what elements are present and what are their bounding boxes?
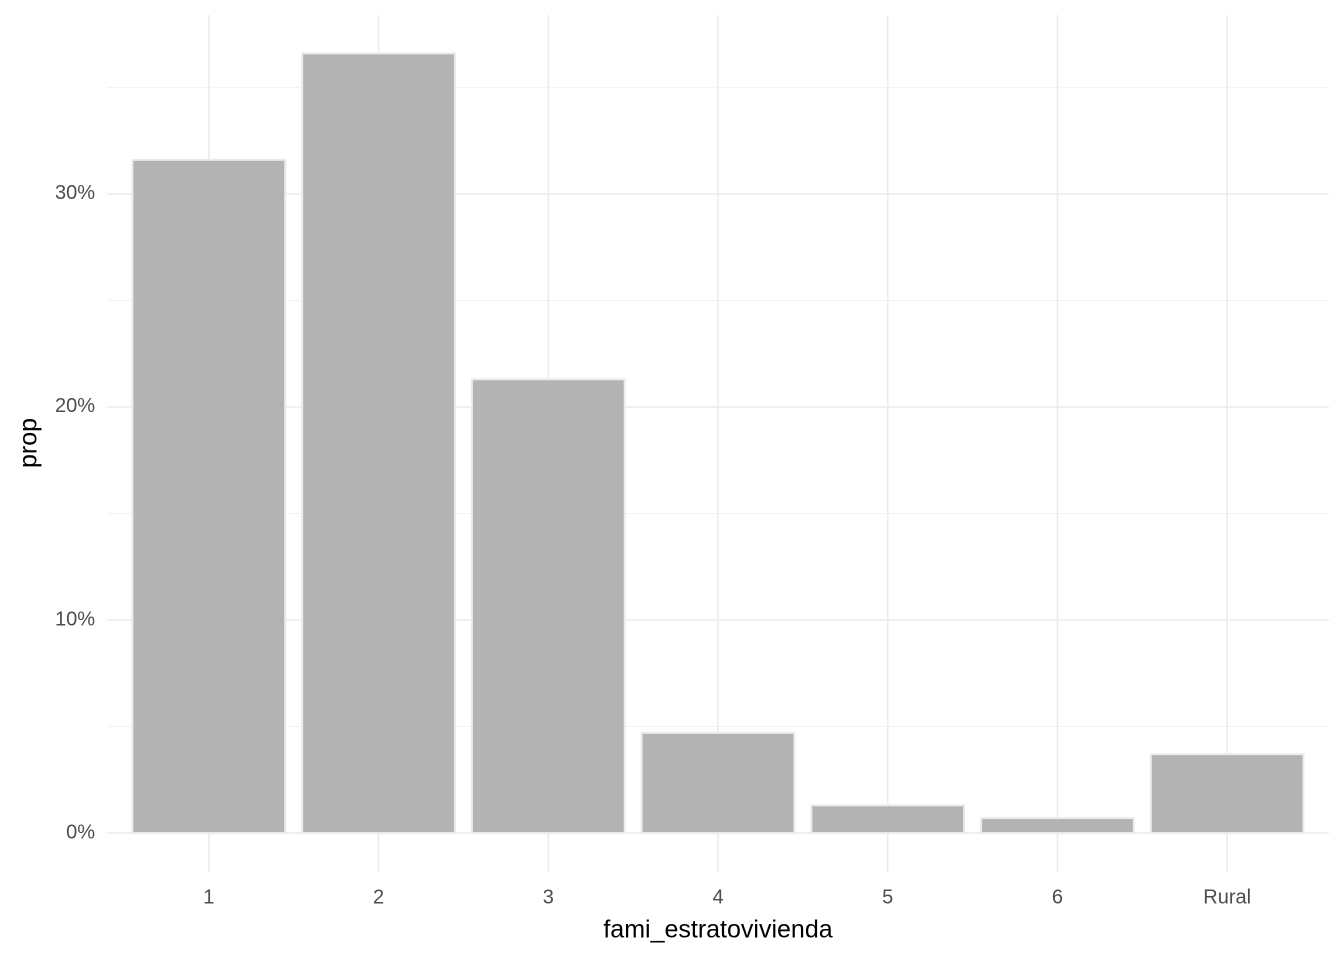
bar bbox=[1149, 753, 1305, 835]
bar bbox=[810, 804, 966, 835]
y-tick-label: 20% bbox=[55, 395, 95, 417]
bar bbox=[301, 52, 456, 835]
bar bbox=[640, 731, 796, 835]
x-tick-label: 4 bbox=[712, 886, 723, 908]
bar bbox=[980, 817, 1135, 835]
y-tick-label: 0% bbox=[66, 821, 95, 843]
y-axis-title: prop bbox=[15, 418, 43, 468]
bar bbox=[470, 378, 626, 835]
x-tick-label: 2 bbox=[373, 886, 384, 908]
x-tick-label: 6 bbox=[1052, 886, 1063, 908]
y-tick-label: 10% bbox=[55, 608, 95, 630]
y-tick-label: 30% bbox=[55, 182, 95, 204]
x-tick-label: 3 bbox=[543, 886, 554, 908]
x-tick-label: Rural bbox=[1203, 886, 1251, 908]
bar bbox=[131, 158, 287, 835]
x-tick-label: 5 bbox=[882, 886, 893, 908]
x-tick-label: 1 bbox=[203, 886, 214, 908]
x-axis-title: fami_estratovivienda bbox=[603, 916, 832, 944]
